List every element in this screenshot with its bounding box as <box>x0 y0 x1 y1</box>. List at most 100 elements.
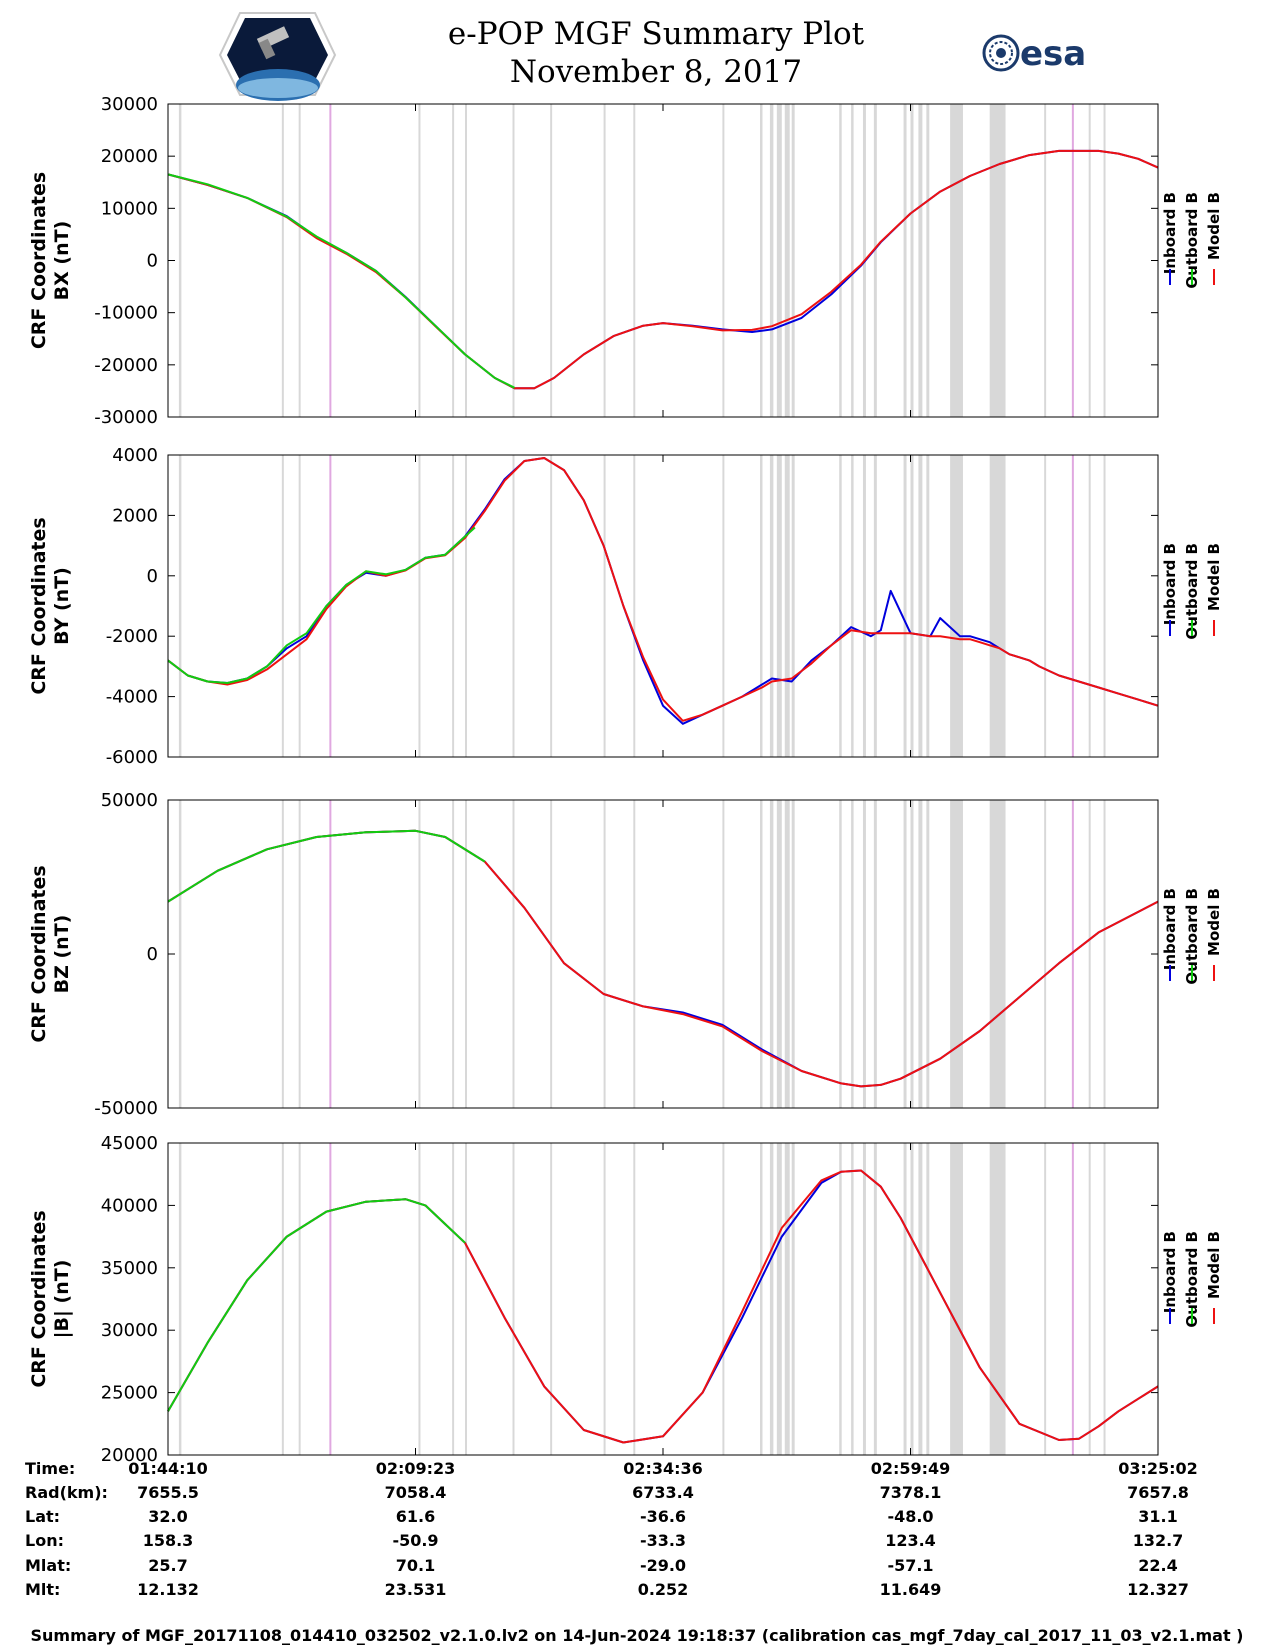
ephemeris-value: 02:59:49 <box>871 1459 951 1478</box>
ephemeris-value: 11.649 <box>880 1580 942 1599</box>
ephemeris-value: -33.3 <box>640 1531 686 1550</box>
gap-band <box>465 1143 467 1455</box>
ephemeris-value: 12.132 <box>137 1580 199 1599</box>
ephemeris-value: -48.0 <box>887 1507 933 1526</box>
gap-band <box>851 104 854 417</box>
gap-band <box>298 104 301 417</box>
gap-band <box>989 1143 1006 1455</box>
gap-band <box>839 1143 842 1455</box>
series-line-outboard-b <box>167 526 476 684</box>
gap-band <box>776 104 782 417</box>
gap-band <box>512 800 515 1108</box>
gap-band <box>603 104 606 417</box>
ephemeris-row-label: Rad(km): <box>25 1483 108 1502</box>
legend-label: Inboard B <box>1161 888 1179 970</box>
panel-bx: -30000 -20000 -10000 0 10000 20000 30000 CRF Co… <box>28 94 1223 428</box>
gap-band <box>722 104 725 417</box>
series-line-model-b <box>167 1169 1159 1444</box>
gap-band <box>178 800 182 1108</box>
event-band <box>1071 1143 1074 1455</box>
gap-band <box>178 1143 182 1455</box>
ephemeris-value: 132.7 <box>1133 1531 1184 1550</box>
gap-band <box>550 455 553 757</box>
gap-band <box>839 455 842 757</box>
gap-band <box>1088 104 1091 417</box>
gap-band <box>418 104 421 417</box>
gap-band <box>903 104 907 417</box>
y-axis-label: BX (nT) <box>51 221 73 301</box>
gap-band <box>178 455 182 757</box>
gap-band <box>918 455 923 757</box>
gap-band <box>910 104 914 417</box>
gap-band <box>862 455 866 757</box>
gap-band <box>1088 455 1091 757</box>
gap-band <box>1103 455 1106 757</box>
gap-band <box>851 455 854 757</box>
gap-band <box>873 800 877 1108</box>
plot-frame <box>167 103 1159 418</box>
legend-label: Model B <box>1205 888 1223 956</box>
gap-band <box>1088 1143 1091 1455</box>
series-line-outboard-b <box>167 1198 466 1412</box>
ephemeris-value: 7657.8 <box>1127 1483 1189 1502</box>
gap-band <box>298 455 301 757</box>
series-line-inboard-b <box>167 149 1159 390</box>
gap-band <box>851 1143 854 1455</box>
gap-band <box>910 1143 914 1455</box>
ephemeris-table: Time: Rad(km): Lat: Lon: Mlat: Mlt: 01:44:10 76… <box>25 1459 1198 1599</box>
gap-band <box>862 800 866 1108</box>
y-tick-label: -10000 <box>94 303 158 324</box>
legend-label: Outboard B <box>1183 543 1201 640</box>
series-line-outboard-b <box>167 173 515 389</box>
y-axis-label: CRF Coordinates <box>28 172 50 349</box>
title-line-2: November 8, 2017 <box>510 54 802 90</box>
gap-band <box>418 1143 421 1455</box>
esa-logo: esa <box>982 34 1086 74</box>
series-line-inboard-b <box>167 457 1159 725</box>
y-tick-label: 0 <box>147 251 158 272</box>
series-line-model-b <box>167 149 1159 390</box>
legend-label: Inboard B <box>1161 1231 1179 1313</box>
y-tick-label: 4000 <box>112 445 158 466</box>
gap-band <box>1103 104 1106 417</box>
gap-band <box>760 104 763 417</box>
ephemeris-value: 23.531 <box>385 1580 447 1599</box>
event-band <box>329 1143 332 1455</box>
ephemeris-value: 02:09:23 <box>376 1459 456 1478</box>
ephemeris-value: 61.6 <box>396 1507 435 1526</box>
gap-band <box>769 104 774 417</box>
y-tick-label: 40000 <box>101 1195 158 1216</box>
legend-label: Model B <box>1205 192 1223 260</box>
gap-band <box>452 1143 455 1455</box>
gap-band <box>873 455 877 757</box>
gap-band <box>791 455 795 757</box>
gap-band <box>910 455 914 757</box>
ephemeris-value: 12.327 <box>1127 1580 1189 1599</box>
gap-band <box>926 1143 930 1455</box>
y-tick-label: 20000 <box>101 1445 158 1466</box>
gap-band <box>1044 1143 1047 1455</box>
gap-band <box>926 104 930 417</box>
gap-band <box>281 1143 284 1455</box>
esa-wordmark: esa <box>1020 34 1086 74</box>
event-band <box>1071 104 1074 417</box>
gap-band <box>281 104 284 417</box>
ephemeris-row-label: Time: <box>25 1459 75 1478</box>
gap-band <box>1103 1143 1106 1455</box>
gap-band <box>776 1143 782 1455</box>
ephemeris-row-label: Mlt: <box>25 1580 60 1599</box>
gap-band <box>784 800 790 1108</box>
ephemeris-value: -50.9 <box>392 1531 438 1550</box>
y-axis-label: |B| (nT) <box>51 1260 73 1339</box>
series-line-outboard-b <box>167 829 486 903</box>
gap-band <box>418 455 421 757</box>
y-axis-label: BZ (nT) <box>51 915 73 994</box>
gap-band <box>465 455 467 757</box>
event-band <box>1071 455 1074 757</box>
panel-by: -6000 -4000 -2000 0 2000 4000 CRF Coordinates B… <box>28 445 1223 768</box>
ephemeris-value: 7058.4 <box>385 1483 447 1502</box>
event-band <box>1071 800 1074 1108</box>
gap-band <box>512 1143 515 1455</box>
title-line-1: e-POP MGF Summary Plot <box>448 16 865 52</box>
ephemeris-value: 6733.4 <box>632 1483 694 1502</box>
